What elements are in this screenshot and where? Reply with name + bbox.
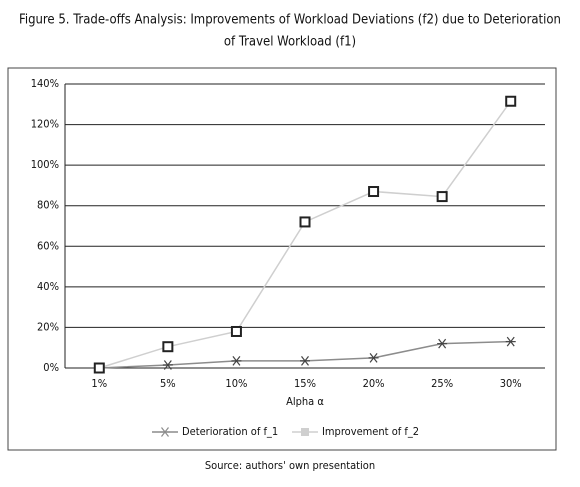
x-tick-label: 5% xyxy=(160,377,176,390)
series-line xyxy=(99,340,511,369)
y-tick-label: 140% xyxy=(31,77,59,90)
x-tick-label: 10% xyxy=(225,377,247,390)
data-point xyxy=(368,352,379,363)
y-tick-label: 60% xyxy=(37,239,59,252)
data-point xyxy=(368,186,380,198)
x-tick-label: 20% xyxy=(363,377,385,390)
chart-title: Figure 5. Trade-offs Analysis: Improveme… xyxy=(19,13,561,28)
x-tick-label: 30% xyxy=(500,377,522,390)
source-note: Source: authors' own presentation xyxy=(205,459,375,472)
data-point xyxy=(436,191,448,203)
data-point xyxy=(300,356,310,366)
marker-stroke xyxy=(232,356,241,366)
marker-stroke xyxy=(161,427,169,437)
data-point xyxy=(299,216,311,228)
y-tick-label: 20% xyxy=(37,320,59,333)
legend-marker xyxy=(301,428,309,436)
marker-stroke xyxy=(163,360,172,370)
marker-stroke xyxy=(506,336,515,347)
x-tick-label: 25% xyxy=(431,377,453,390)
legend-marker xyxy=(160,427,170,437)
legend-label: Improvement of f_2 xyxy=(322,425,419,438)
data-point xyxy=(93,362,105,374)
y-tick-label: 100% xyxy=(31,158,59,171)
marker-stroke xyxy=(369,352,378,363)
series-line xyxy=(99,100,512,369)
y-tick-label: 40% xyxy=(37,280,59,293)
marker-stroke xyxy=(438,338,447,349)
data-point xyxy=(505,336,516,347)
y-tick-label: 120% xyxy=(31,118,59,131)
y-tick-label: 0% xyxy=(43,361,59,374)
marker-stroke xyxy=(301,356,309,366)
legend-label: Deterioration of f_1 xyxy=(182,425,278,438)
data-point xyxy=(162,360,173,370)
chart-frame xyxy=(7,67,557,451)
x-tick-label: 15% xyxy=(294,377,316,390)
y-tick-label: 80% xyxy=(37,199,59,212)
data-point xyxy=(230,325,242,337)
data-point xyxy=(505,95,517,107)
data-point xyxy=(437,338,448,349)
x-tick-label: 1% xyxy=(91,377,107,390)
x-axis-label: Alpha α xyxy=(286,395,324,408)
data-point xyxy=(162,341,174,353)
chart-title: of Travel Workload (f1) xyxy=(224,35,356,50)
data-point xyxy=(231,356,242,366)
